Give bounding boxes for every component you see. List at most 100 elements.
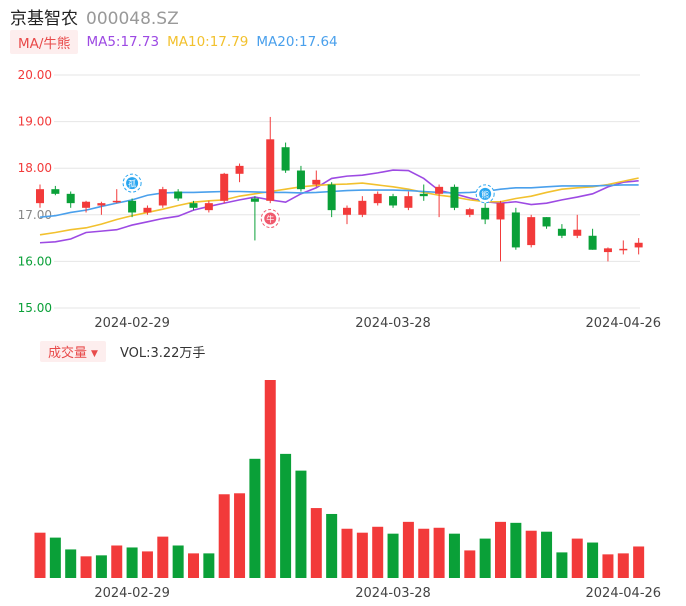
y-tick-label: 19.00	[18, 115, 52, 129]
candle-body	[465, 209, 474, 215]
candle-body	[358, 200, 367, 215]
candle-body	[573, 229, 582, 236]
price-chart[interactable]: 20.00 19.00 18.00 17.00 16.00 15.00 孤牛 熊 2024-02…	[0, 0, 686, 330]
candle-body	[373, 193, 382, 204]
signal-marker	[264, 212, 277, 225]
volume-bar	[464, 550, 476, 578]
volume-bar	[172, 545, 184, 578]
volume-bar	[34, 532, 46, 578]
candle-body	[557, 228, 566, 236]
candle-body	[619, 248, 628, 251]
volume-bar	[448, 533, 460, 578]
ma20-line	[39, 184, 639, 218]
y-tick-label: 17.00	[18, 208, 52, 222]
y-tick-label: 16.00	[18, 254, 52, 268]
ma-legend-bar: MA/牛熊 MA5:17.73 MA10:17.79 MA20:17.64	[10, 30, 338, 54]
volume-bar	[310, 508, 322, 578]
candle-body	[82, 201, 91, 208]
ma5-value: MA5:17.73	[86, 34, 160, 50]
ma-indicator-button[interactable]: MA/牛熊	[10, 30, 79, 54]
y-tick-label: 15.00	[18, 301, 52, 315]
candle-body	[143, 207, 152, 213]
y-tick-label: 18.00	[18, 161, 52, 175]
candle-body	[158, 189, 167, 206]
volume-bar	[372, 526, 384, 578]
volume-bar	[402, 521, 414, 578]
volume-bar	[157, 536, 169, 578]
candle-body	[435, 186, 444, 194]
volume-value: VOL:3.22万手	[119, 345, 206, 361]
volume-bar	[633, 546, 645, 578]
signal-marker-label: 熊	[481, 189, 489, 199]
volume-bar	[541, 531, 553, 578]
volume-bar	[126, 547, 138, 578]
candle-body	[404, 196, 413, 208]
volume-legend-bar: 成交量 ▼ VOL:3.22万手	[40, 340, 206, 362]
volume-indicator-button[interactable]: 成交量 ▼	[40, 340, 106, 362]
candle-body	[235, 165, 244, 174]
volume-bar	[280, 453, 292, 578]
candle-body	[511, 212, 520, 248]
candle-body	[527, 217, 536, 246]
volume-bar	[479, 538, 491, 578]
candle-body	[450, 186, 459, 208]
candle-body	[266, 139, 275, 201]
volume-bar	[510, 522, 522, 578]
volume-bar	[141, 551, 153, 578]
candle-body	[588, 235, 597, 250]
volume-bar	[203, 553, 215, 578]
x-tick-label: 2024-02-29	[94, 316, 170, 330]
volume-bar	[65, 549, 77, 578]
volume-bar	[617, 553, 629, 578]
candle-body	[312, 179, 321, 185]
candle-body	[204, 203, 213, 211]
candle-body	[281, 147, 290, 171]
volume-bar	[341, 528, 353, 578]
volume-bar	[295, 470, 307, 578]
volume-x-tick-label: 2024-04-26	[586, 586, 662, 601]
candle-body	[419, 193, 428, 197]
volume-bar	[264, 380, 276, 578]
volume-bar	[418, 528, 430, 578]
volume-bar	[495, 521, 506, 578]
caret-down-icon: ▼	[91, 348, 98, 359]
candle-body	[496, 203, 505, 220]
volume-bar	[356, 532, 368, 578]
ma5-line	[39, 169, 639, 244]
volume-bar	[234, 493, 246, 578]
candle-body	[542, 217, 551, 227]
volume-bar	[49, 537, 61, 578]
volume-indicator-label: 成交量	[48, 345, 88, 361]
signal-marker-label: 孤	[128, 179, 136, 189]
volume-bar	[556, 552, 568, 578]
candle-body	[128, 200, 137, 213]
candle-body	[97, 203, 106, 206]
volume-bar	[387, 533, 399, 578]
candle-body	[327, 184, 336, 211]
candle-body	[36, 189, 44, 204]
volume-bar	[571, 538, 583, 578]
volume-bar	[602, 554, 614, 578]
volume-bar	[587, 542, 599, 578]
signal-marker	[479, 187, 492, 200]
ma20-value: MA20:17.64	[256, 34, 338, 50]
candle-body	[343, 207, 351, 215]
candle-body	[481, 207, 490, 220]
candle-body	[174, 191, 183, 199]
candle-body	[603, 248, 612, 253]
volume-x-tick-label: 2024-02-29	[94, 586, 170, 601]
volume-bar	[433, 527, 445, 578]
signal-marker	[126, 177, 139, 190]
y-tick-label: 20.00	[18, 68, 52, 82]
x-tick-label: 2024-03-28	[355, 316, 431, 330]
volume-bar	[218, 494, 230, 578]
volume-x-tick-label: 2024-03-28	[355, 586, 431, 601]
candle-body	[296, 170, 305, 190]
candle-body	[112, 200, 121, 203]
stock-code: 000048.SZ	[86, 9, 179, 29]
x-tick-label: 2024-04-26	[586, 316, 662, 330]
ma10-line	[39, 177, 639, 236]
candle-body	[389, 196, 398, 206]
volume-bar	[95, 555, 107, 578]
volume-bar	[525, 530, 537, 578]
